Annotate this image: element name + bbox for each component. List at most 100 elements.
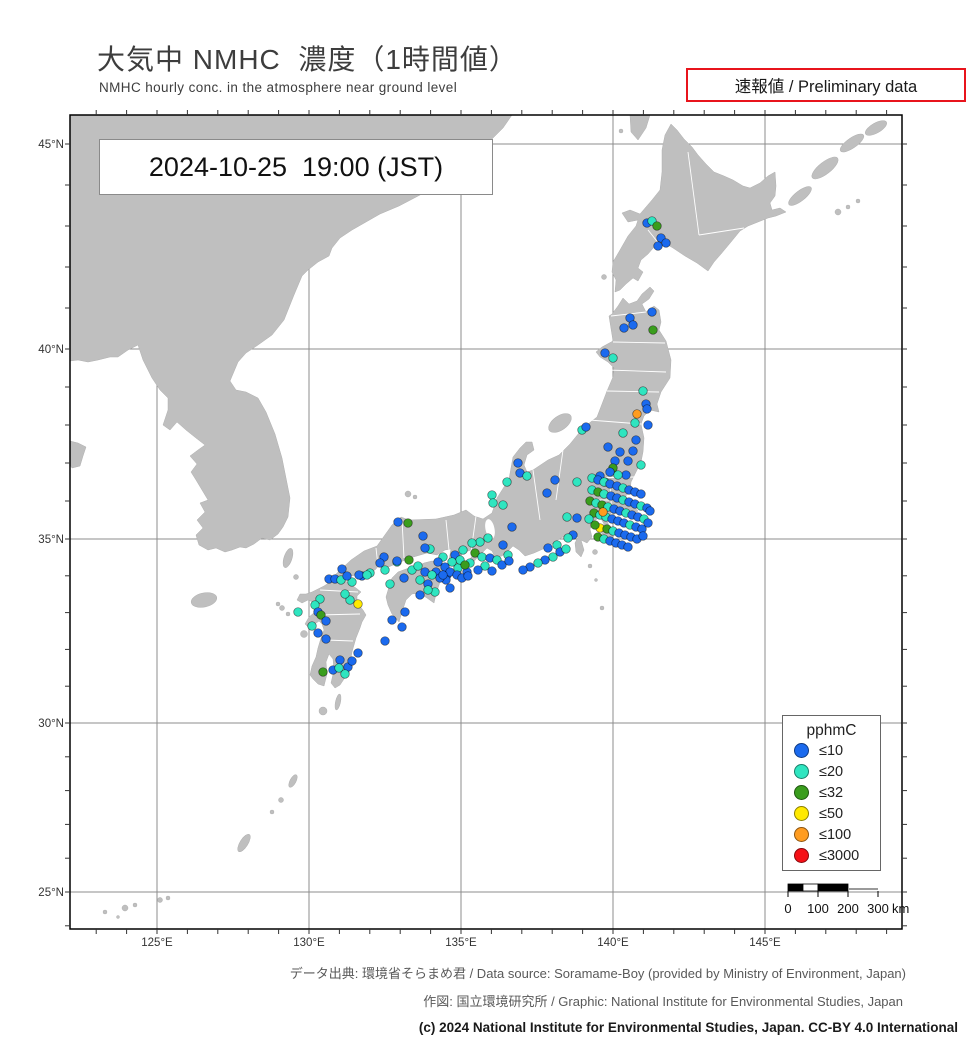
legend-item: ≤20 [783, 761, 880, 782]
scale-bar-segment [802, 883, 819, 892]
station-dot [643, 420, 653, 430]
legend-item: ≤100 [783, 824, 880, 845]
land-izu-island-1 [592, 549, 598, 555]
station-dot [572, 477, 582, 487]
station-dot [340, 669, 350, 679]
lat-tick-label: 30°N [38, 718, 64, 730]
station-dot [460, 560, 470, 570]
land-yaeyama-3 [132, 902, 138, 908]
lon-tick-label: 125°E [141, 937, 173, 949]
legend-item-label: ≤3000 [819, 847, 860, 864]
station-dot [345, 595, 355, 605]
station-dot [477, 552, 487, 562]
land-yaeyama-1 [102, 909, 108, 915]
lon-tick-label: 145°E [749, 937, 781, 949]
legend-title: pphmC [806, 722, 857, 739]
station-dot [487, 566, 497, 576]
station-dot [347, 577, 357, 587]
land-tanegashima [334, 693, 342, 711]
land-rebun [618, 128, 624, 134]
land-kuril-1 [788, 186, 812, 206]
station-dot [415, 575, 425, 585]
station-dot [433, 557, 443, 567]
legend-item: ≤10 [783, 740, 880, 761]
footer-copyright: (c) 2024 National Institute for Environm… [418, 1020, 958, 1035]
land-goto-2 [285, 611, 291, 617]
station-dot [353, 599, 363, 609]
station-dot [598, 507, 608, 517]
lon-tick-label: 130°E [293, 937, 325, 949]
station-dot [438, 570, 448, 580]
station-dot [643, 518, 653, 528]
land-okushiri [601, 274, 607, 280]
legend-color-dot [794, 848, 809, 863]
preliminary-data-badge: 速報値 / Preliminary data [686, 68, 966, 102]
land-izu-island-4 [599, 605, 605, 611]
station-dot [318, 667, 328, 677]
legend-color-dot [794, 764, 809, 779]
station-dot [497, 560, 507, 570]
station-dot [335, 655, 345, 665]
land-amakusa [300, 630, 308, 638]
station-dot [543, 543, 553, 553]
station-dot [636, 489, 646, 499]
station-dot [293, 607, 303, 617]
station-dot [608, 353, 618, 363]
station-dot [353, 648, 363, 658]
degree-tick-marks [65, 110, 907, 934]
station-dot [652, 221, 662, 231]
legend-item: ≤50 [783, 803, 880, 824]
station-dot [645, 506, 655, 516]
station-dot [415, 590, 425, 600]
station-dot [475, 537, 485, 547]
station-dot [507, 522, 517, 532]
land-sakhalin [629, 115, 651, 141]
station-dot [498, 500, 508, 510]
station-dot [385, 579, 395, 589]
timestamp-box: 2024-10-25 19:00 (JST) [99, 139, 493, 195]
station-dot [413, 561, 423, 571]
station-dot [458, 545, 468, 555]
legend-color-dot [794, 785, 809, 800]
land-goto-1 [279, 605, 285, 611]
scale-bar-segment [817, 883, 849, 892]
station-dot [467, 538, 477, 548]
station-dot [393, 517, 403, 527]
station-dot [619, 323, 629, 333]
station-dot [487, 490, 497, 500]
station-dot [313, 628, 323, 638]
land-yaeyama-2 [121, 904, 129, 912]
land-miyako-2 [165, 895, 171, 901]
lon-tick-label: 135°E [445, 937, 477, 949]
scale-bar-label: 100 [807, 901, 829, 916]
station-dot [542, 488, 552, 498]
station-dot [420, 543, 430, 553]
station-dot [661, 238, 671, 248]
station-dot [603, 442, 613, 452]
station-dot [630, 418, 640, 428]
station-dot [548, 552, 558, 562]
footer-graphic-credit: 作図: 国立環境研究所 / Graphic: National Institut… [423, 994, 903, 1009]
legend-item: ≤32 [783, 782, 880, 803]
station-dot [642, 404, 652, 414]
station-dot [584, 514, 594, 524]
station-dot [470, 548, 480, 558]
station-dot [522, 471, 532, 481]
footer-data-source: データ出典: 環境省そらまめ君 / Data source: Soramame-… [289, 966, 906, 981]
land-jeju [190, 592, 218, 608]
station-dot [403, 518, 413, 528]
land-oki-1 [404, 490, 412, 498]
legend-item-label: ≤50 [819, 805, 844, 822]
land-continent-korea [70, 115, 513, 553]
land-goto-3 [275, 601, 281, 607]
station-dot [334, 663, 344, 673]
land-kuril-4 [865, 120, 887, 136]
station-dot [638, 531, 648, 541]
land-iki [293, 574, 299, 580]
station-dot [340, 589, 350, 599]
station-dot [513, 458, 523, 468]
lon-tick-label: 140°E [597, 937, 629, 949]
land-izu-island-3 [594, 578, 598, 582]
